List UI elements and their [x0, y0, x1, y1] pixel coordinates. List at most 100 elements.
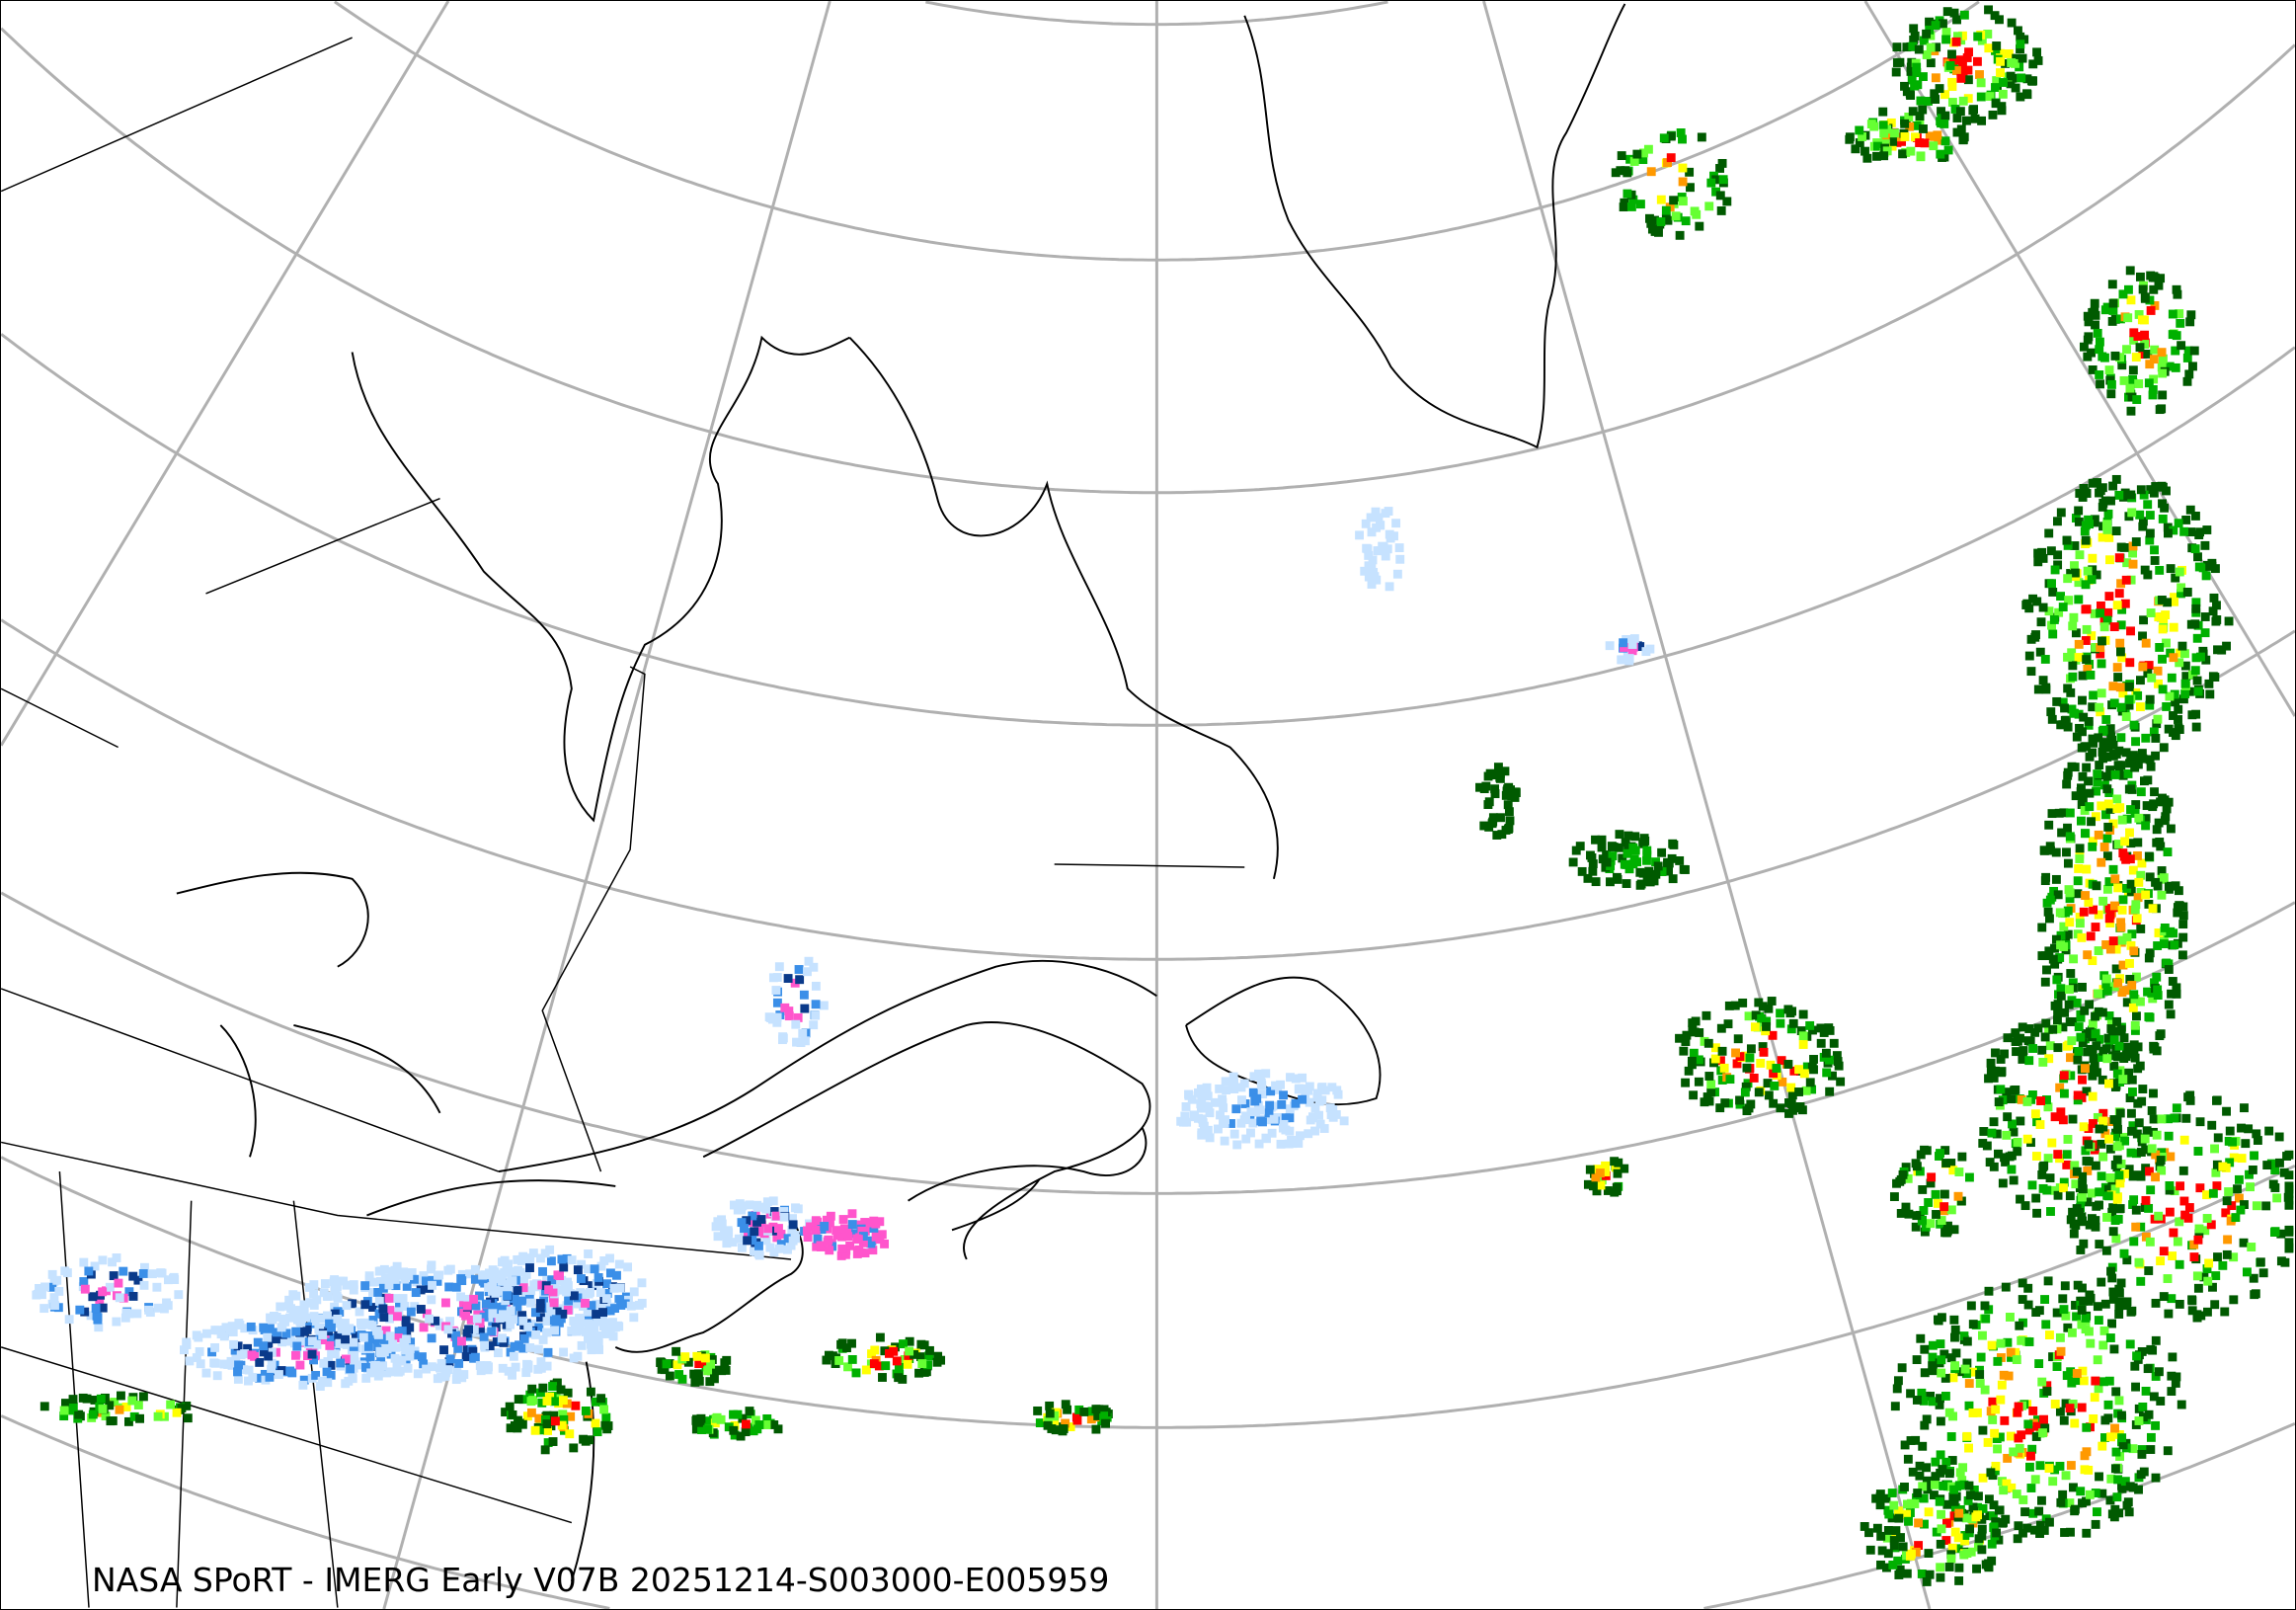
- precip-cell: [2121, 712, 2131, 721]
- precip-cell: [2126, 879, 2136, 889]
- precip-cell: [914, 1368, 923, 1378]
- precip-cell: [2080, 487, 2090, 497]
- precip-cell: [2148, 385, 2158, 394]
- precip-cell: [1370, 572, 1380, 582]
- precip-cell: [2175, 725, 2184, 735]
- precip-cell: [1493, 763, 1503, 772]
- precip-cell: [2075, 913, 2085, 922]
- precip-cell: [1933, 130, 1942, 140]
- precip-cell: [2087, 631, 2097, 641]
- precip-cell: [1900, 119, 1910, 128]
- precip-cell: [1912, 1162, 1922, 1171]
- precip-cell: [2157, 348, 2167, 358]
- precip-cell: [532, 1279, 542, 1289]
- precip-cell: [2226, 1216, 2236, 1226]
- precipitation-field: [32, 5, 2294, 1586]
- precip-cell: [2224, 1187, 2234, 1196]
- precip-cell: [179, 1345, 189, 1355]
- precip-cell: [1308, 1113, 1317, 1123]
- precip-cell: [2165, 1185, 2175, 1195]
- precip-cell: [2112, 1155, 2122, 1165]
- precip-cell: [326, 1360, 336, 1370]
- precip-cell: [2065, 1404, 2075, 1413]
- precip-cell: [2145, 535, 2155, 545]
- precip-cell: [1905, 89, 1915, 99]
- precip-cell: [1904, 1516, 1913, 1526]
- precip-cell: [2194, 1229, 2204, 1239]
- precip-cell: [2112, 1194, 2122, 1204]
- precip-cell: [105, 1401, 115, 1410]
- precip-cell: [2108, 481, 2118, 491]
- precip-cell: [1676, 128, 1686, 137]
- precip-cell: [2122, 1301, 2131, 1311]
- precip-cell: [219, 1359, 229, 1369]
- precip-cell: [503, 1279, 513, 1289]
- precip-cell: [1989, 1073, 1999, 1083]
- precip-cell: [2103, 1413, 2113, 1423]
- precip-cell: [307, 1349, 317, 1359]
- precip-cell: [1807, 1085, 1817, 1094]
- precip-cell: [2078, 671, 2088, 681]
- precip-cell: [1237, 1095, 1246, 1105]
- precip-cell: [1941, 28, 1951, 37]
- precip-cell: [480, 1270, 490, 1280]
- precip-cell: [2105, 919, 2115, 927]
- precip-cell: [108, 1257, 118, 1267]
- precip-cell: [2058, 1489, 2068, 1499]
- precip-cell: [2024, 1425, 2034, 1435]
- precip-cell: [1485, 768, 1495, 778]
- precip-cell: [2153, 714, 2163, 724]
- precip-cell: [518, 1283, 528, 1293]
- precip-cell: [2132, 1129, 2142, 1139]
- precip-cell: [2071, 628, 2081, 638]
- precip-cell: [1385, 582, 1394, 592]
- precip-cell: [1298, 1094, 1307, 1104]
- precip-cell: [2152, 972, 2162, 982]
- precip-cell: [2001, 1282, 2011, 1292]
- precip-cell: [2234, 1174, 2244, 1184]
- precip-cell: [2145, 1167, 2154, 1176]
- precip-cell: [2153, 881, 2163, 891]
- precip-cell: [2078, 1192, 2087, 1202]
- precip-cell: [583, 1264, 593, 1274]
- precip-cell: [1656, 217, 1666, 226]
- precip-cell: [358, 1332, 368, 1342]
- precip-cell: [360, 1362, 370, 1372]
- precip-cell: [1926, 58, 1936, 68]
- precip-cell: [811, 981, 821, 991]
- precip-cell: [398, 1294, 408, 1303]
- precip-cell: [2071, 1376, 2081, 1386]
- precip-cell: [1319, 1124, 1329, 1133]
- precip-cell: [2079, 342, 2089, 352]
- precip-cell: [858, 1232, 868, 1241]
- precip-cell: [1711, 187, 1721, 197]
- precip-cell: [1627, 640, 1637, 649]
- precip-cell: [2070, 568, 2080, 578]
- precip-cell: [2154, 928, 2164, 937]
- precip-cell: [1935, 1400, 1944, 1409]
- precip-cell: [422, 1276, 431, 1286]
- precip-cell: [1776, 1103, 1785, 1113]
- precip-cell: [1681, 1037, 1691, 1046]
- precip-cell: [2004, 49, 2014, 58]
- precip-cell: [2009, 1127, 2019, 1137]
- precip-cell: [857, 1226, 867, 1236]
- precip-cell: [1681, 1078, 1691, 1087]
- precip-cell: [1394, 543, 1404, 553]
- precip-cell: [2090, 298, 2099, 308]
- precip-cell: [2074, 1022, 2084, 1032]
- precip-cell: [2205, 561, 2215, 571]
- precip-cell: [2269, 1228, 2279, 1237]
- precip-cell: [406, 1307, 416, 1317]
- precip-cell: [1937, 1313, 1946, 1323]
- precip-cell: [1258, 1089, 1268, 1099]
- precip-cell: [1896, 1174, 1906, 1184]
- precip-cell: [2050, 1185, 2060, 1195]
- precip-cell: [2144, 1266, 2154, 1275]
- precip-cell: [2146, 306, 2156, 315]
- precip-cell: [2106, 1474, 2116, 1484]
- precip-cell: [1941, 1457, 1951, 1467]
- precip-cell: [310, 1317, 320, 1327]
- precip-cell: [469, 1294, 479, 1304]
- precip-cell: [1836, 1077, 1846, 1087]
